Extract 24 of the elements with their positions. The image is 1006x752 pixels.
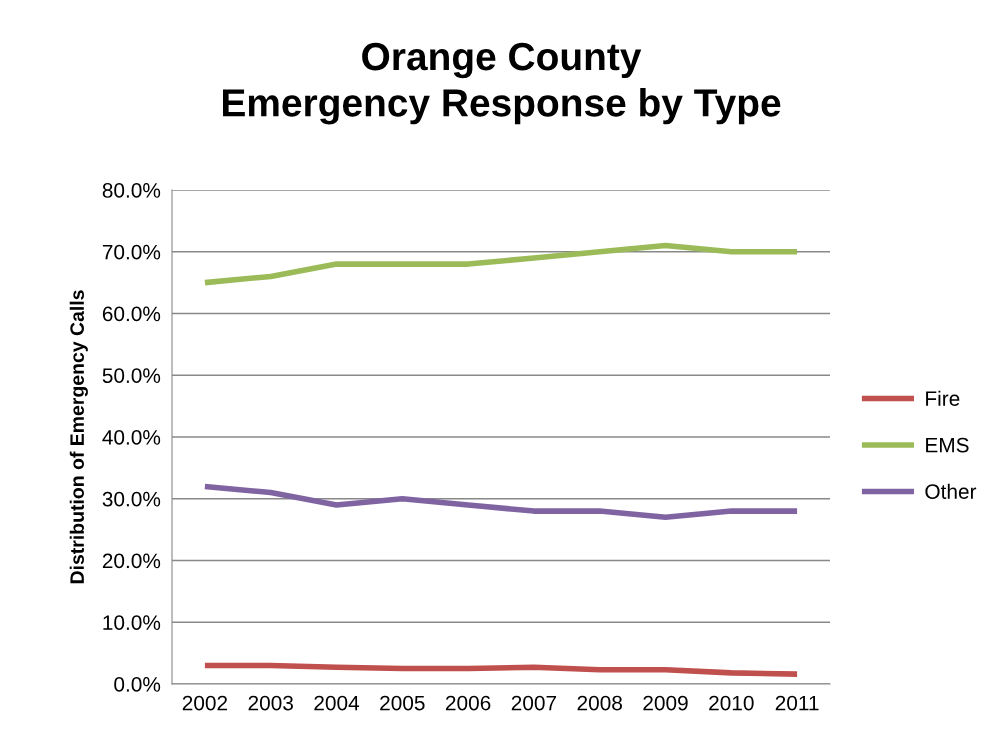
x-tick-label: 2003 [248, 695, 293, 711]
legend-label: Fire [926, 390, 960, 406]
y-axis-title: Distribution of Emergency Calls [69, 290, 88, 584]
y-tick-label: 0.0% [114, 677, 161, 692]
y-tick-label: 30.0% [102, 491, 161, 507]
legend-label: Other [925, 483, 977, 499]
x-tick-label: 2005 [380, 695, 425, 711]
x-tick-label: 2006 [445, 695, 491, 711]
y-tick-label: 50.0% [102, 368, 161, 383]
y-tick-label: 70.0% [102, 244, 161, 260]
y-tick-label: 80.0% [102, 183, 161, 198]
x-tick-label: 2009 [643, 695, 688, 711]
y-tick-label: 60.0% [102, 306, 161, 322]
x-tick-label: 2011 [775, 695, 819, 711]
x-tick-label: 2004 [314, 695, 360, 711]
y-tick-label: 10.0% [103, 615, 161, 630]
x-tick-label: 2010 [709, 695, 754, 711]
x-tick-label: 2007 [511, 695, 557, 711]
x-tick-label: 2002 [182, 695, 228, 711]
chart-title: Orange County Emergency Response by Type [223, 42, 781, 125]
y-tick-label: 40.0% [102, 430, 161, 445]
legend-label: EMS [926, 437, 969, 453]
y-tick-label: 20.0% [102, 553, 161, 569]
x-tick-label: 2008 [577, 695, 622, 711]
